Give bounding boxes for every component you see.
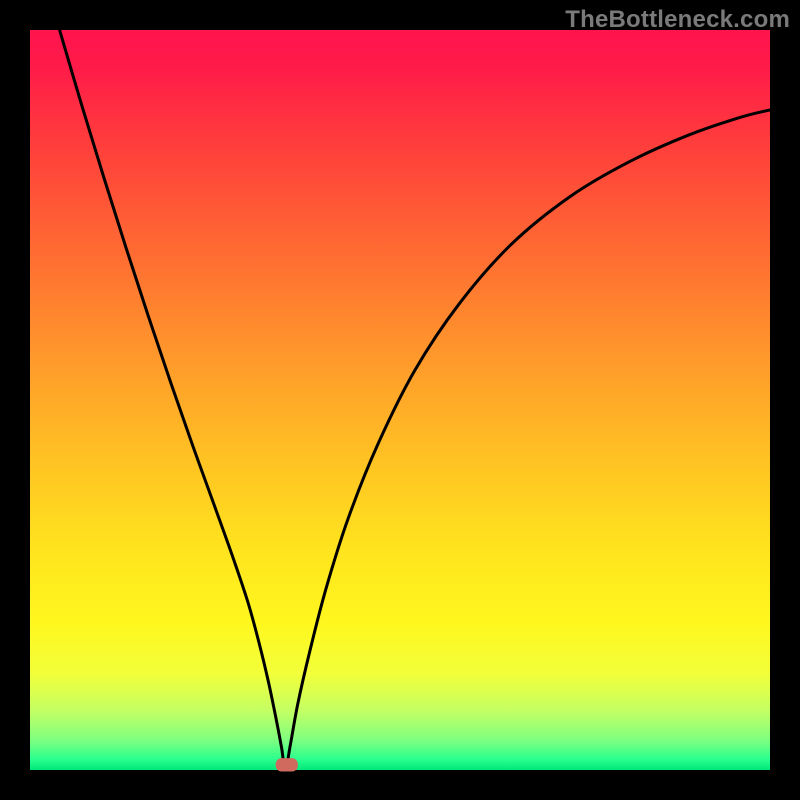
chart-svg: [0, 0, 800, 800]
bottleneck-chart: TheBottleneck.com: [0, 0, 800, 800]
watermark-text: TheBottleneck.com: [565, 6, 790, 34]
optimal-point-marker: [276, 758, 298, 771]
